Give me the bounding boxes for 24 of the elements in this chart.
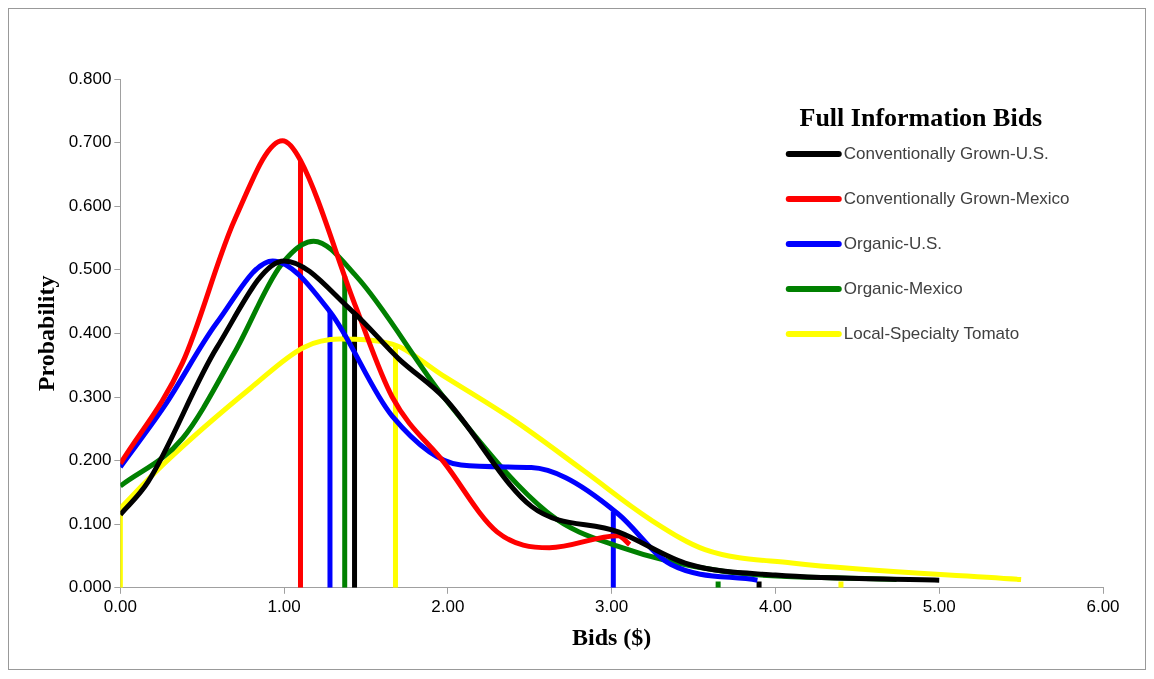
y-tick-label: 0.500 [68,259,112,279]
legend-label: Organic-Mexico [843,278,963,298]
x-tick-label: 6.00 [1086,596,1120,616]
y-tick-label: 0.300 [68,386,112,406]
x-tick-label: 0.00 [103,596,137,616]
x-tick-label: 4.00 [758,596,792,616]
y-tick-label: 0.800 [68,68,112,88]
y-tick-label: 0.600 [68,195,112,215]
legend-label: Conventionally Grown-Mexico [843,188,1070,208]
x-tick-label: 3.00 [595,596,629,616]
legend-label: Conventionally Grown-U.S. [843,143,1049,163]
x-tick-label: 5.00 [922,596,956,616]
y-tick-label: 0.100 [68,513,112,533]
y-axis-title: Probability [32,275,59,392]
legend-label: Local-Specialty Tomato [843,323,1020,343]
y-tick-label: 0.400 [68,323,112,343]
y-tick-label: 0.700 [68,132,112,152]
y-tick-label: 0.200 [68,450,112,470]
legend-label: Organic-U.S. [843,233,942,253]
y-tick-label: 0.000 [68,577,112,597]
x-axis-title: Bids ($) [571,623,652,650]
legend-title: Full Information Bids [799,102,1043,132]
x-tick-label: 2.00 [431,596,465,616]
x-tick-label: 1.00 [267,596,301,616]
